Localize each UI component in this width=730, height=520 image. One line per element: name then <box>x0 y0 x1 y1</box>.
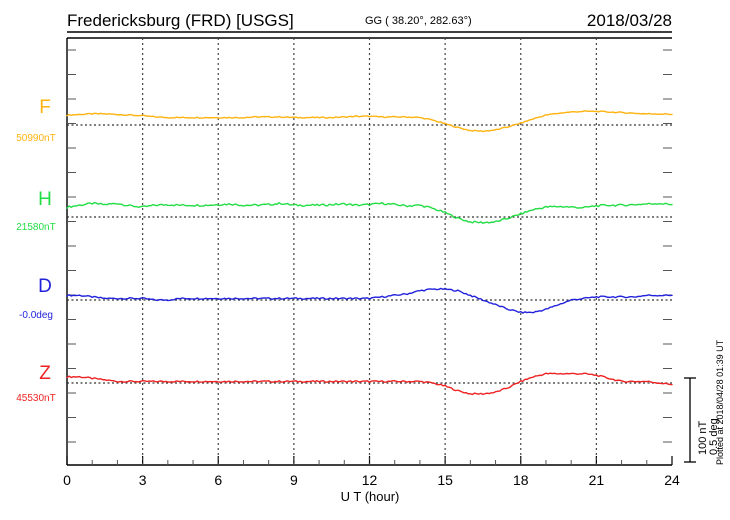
component-letter-D: D <box>38 276 52 297</box>
component-baseline-value-H: 21580nT <box>16 222 55 233</box>
vertical-gridlines <box>142 38 597 465</box>
x-tick-label-18: 18 <box>513 472 529 488</box>
component-baseline-value-Z: 45530nT <box>16 393 55 404</box>
trace-D <box>66 287 673 314</box>
x-tick-label-15: 15 <box>437 472 453 488</box>
component-letter-F: F <box>39 97 51 118</box>
scale-nt-label: 100 nT <box>697 420 709 455</box>
trace-Z <box>66 372 673 396</box>
plot-frame <box>66 37 672 466</box>
component-baseline-value-F: 50990nT <box>16 133 55 144</box>
component-letter-H: H <box>38 189 52 210</box>
x-tick-label-21: 21 <box>589 472 605 488</box>
x-axis-minor-ticks <box>91 460 648 465</box>
plot-timestamp: Plotted at 2018/04/28 01:39 UT <box>715 339 725 465</box>
x-axis-tick-labels: 0 3 6 9 12 15 18 21 24 <box>63 472 680 488</box>
component-labels: F 50990nT H 21580nT D -0.0deg Z 45530nT <box>16 97 55 404</box>
trace-H <box>66 201 673 224</box>
x-tick-label-0: 0 <box>63 472 71 488</box>
x-tick-label-9: 9 <box>290 472 298 488</box>
x-axis-title: U T (hour) <box>341 489 400 504</box>
x-tick-label-24: 24 <box>664 472 680 488</box>
scale-bar: 100 nT 0.5 deg <box>684 377 720 463</box>
page-title: Fredericksburg (FRD) [USGS] <box>67 11 294 30</box>
component-traces <box>66 110 673 396</box>
observation-date: 2018/03/28 <box>587 11 672 30</box>
x-tick-label-12: 12 <box>362 472 378 488</box>
geographic-coordinates: GG ( 38.20°, 282.63°) <box>365 15 472 27</box>
scale-deg-label: 0.5 deg <box>708 418 720 455</box>
x-tick-label-3: 3 <box>139 472 147 488</box>
y-axis-ticks <box>67 49 672 443</box>
trace-F <box>66 110 673 133</box>
component-letter-Z: Z <box>39 363 51 384</box>
x-tick-label-6: 6 <box>214 472 222 488</box>
component-baseline-value-D: -0.0deg <box>19 310 53 321</box>
